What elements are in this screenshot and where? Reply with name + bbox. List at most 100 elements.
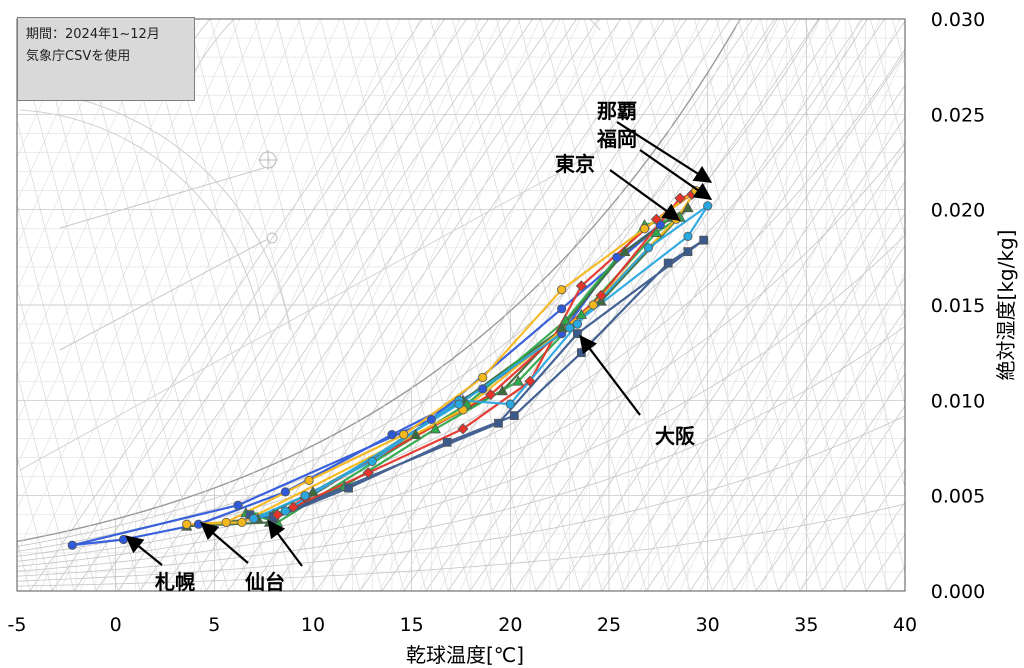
series-4-point-8	[674, 192, 686, 204]
series-5-point-6	[639, 224, 650, 234]
series-3-point-5	[576, 348, 586, 358]
series-2-point-3	[429, 423, 442, 434]
y-tick-2: 0.010	[931, 390, 985, 412]
x-tick-2: 5	[208, 614, 220, 636]
annotation-label-4: 札幌	[154, 570, 195, 594]
series-6-point-2	[367, 456, 377, 466]
series-5-point-3	[399, 430, 409, 440]
series-3-point-9	[573, 329, 582, 339]
series-0-point-7	[612, 252, 622, 262]
annotation-label-5: 仙台	[245, 570, 285, 594]
series-5-point-11	[237, 517, 247, 527]
series-6-point-11	[280, 506, 290, 516]
series-4-point-4	[524, 375, 536, 387]
y-axis-label: 絶対湿度[kg/kg]	[994, 230, 1018, 381]
x-tick-5: 20	[498, 614, 522, 636]
note-source: 気象庁CSVを使用	[26, 49, 131, 64]
annotation-label-0: 那覇	[597, 99, 637, 123]
y-tick-6: 0.030	[931, 9, 985, 31]
series-6-point-0	[249, 513, 259, 524]
series-6-point-10	[454, 399, 464, 409]
series-3-point-2	[344, 483, 353, 493]
x-tick-9: 40	[893, 614, 917, 636]
series-5-point-0	[182, 519, 192, 529]
series-5-point-9	[588, 300, 598, 310]
series-0-point-10	[426, 414, 436, 424]
series-1-point-2	[307, 486, 319, 497]
x-tick-6: 25	[597, 614, 621, 636]
series-2-point-6	[650, 226, 663, 237]
series-4-point-3	[457, 423, 469, 435]
x-tick-3: 10	[301, 614, 325, 636]
series-6-point-4	[505, 399, 515, 409]
series-1-point-6	[619, 245, 631, 257]
annotation-arrow-2	[609, 169, 681, 222]
series-6-point-5	[572, 319, 583, 329]
series-layer	[67, 186, 713, 550]
series-3-point-8	[683, 247, 693, 257]
series-2-point-5	[575, 308, 588, 319]
x-tick-0: -5	[8, 614, 27, 636]
x-tick-1: 0	[110, 614, 122, 636]
series-0-point-9	[557, 304, 567, 314]
series-5-point-5	[557, 285, 567, 295]
series-2-point-9	[559, 314, 572, 325]
series-0-point-4	[387, 430, 397, 440]
series-1-point-3	[409, 428, 422, 440]
y-tick-1: 0.005	[931, 486, 985, 508]
series-0-point-0	[67, 540, 77, 550]
x-tick-8: 35	[794, 614, 818, 636]
annotation-label-2: 東京	[555, 152, 595, 176]
series-1-point-4	[496, 384, 509, 396]
note-box: 期間：2024年1~12月 気象庁CSVを使用	[17, 17, 195, 101]
annotation-label-1: 福岡	[596, 127, 637, 151]
series-1-point-8	[682, 201, 694, 213]
annotation-arrow-5	[200, 522, 249, 564]
x-tick-4: 15	[400, 614, 424, 636]
x-axis-label: 乾球温度[℃]	[406, 643, 524, 667]
note-period: 期間：2024年1~12月	[26, 27, 160, 42]
y-tick-4: 0.020	[931, 200, 985, 222]
series-4-point-0	[271, 509, 284, 521]
series-6-point-9	[564, 323, 575, 333]
annotation-arrow-1	[639, 149, 713, 201]
plot-border	[16, 18, 906, 592]
y-tick-3: 0.015	[931, 295, 985, 317]
y-tick-5: 0.025	[931, 104, 985, 126]
annotation-arrow-3	[579, 334, 641, 416]
series-0-point-5	[478, 384, 488, 394]
series-6-point-8	[683, 231, 693, 241]
tick-layer: -5 0 5 10 15 20 25 30 35 40 0.000 0.005 0.010 0.015 0.…	[8, 9, 986, 636]
series-6-point-1	[300, 491, 310, 501]
annotation-label-3: 大阪	[655, 424, 696, 448]
series-1-point-5	[555, 322, 568, 333]
series-6-point-6	[643, 243, 654, 253]
series-5-point-4	[478, 372, 488, 383]
plot-frame	[16, 18, 906, 592]
series-3-point-7	[699, 235, 709, 245]
series-5-point-1	[221, 517, 231, 527]
series-4-point-10	[485, 389, 497, 401]
series-6-point-7	[703, 201, 713, 211]
annotation-arrow-6	[267, 519, 303, 567]
series-4-point-1	[287, 501, 299, 513]
series-0-point-1	[118, 534, 129, 545]
x-tick-7: 30	[696, 614, 720, 636]
series-3-point-4	[509, 411, 519, 420]
annotation-arrow-0	[616, 121, 713, 183]
series-3-point-3	[442, 437, 452, 447]
series-0-point-3	[280, 487, 290, 497]
series-5-point-2	[304, 475, 314, 486]
annotation-arrow-4	[125, 535, 163, 566]
series-4-point-5	[575, 280, 587, 292]
series-0-point-11	[233, 500, 243, 510]
series-2-point-4	[512, 375, 524, 386]
series-3-point-10	[494, 418, 503, 428]
series-4-point-2	[362, 467, 374, 479]
y-tick-0: 0.000	[931, 581, 985, 603]
series-4-point-6	[650, 213, 662, 225]
series-4-point-9	[595, 289, 607, 302]
series-3-point-6	[663, 258, 673, 268]
